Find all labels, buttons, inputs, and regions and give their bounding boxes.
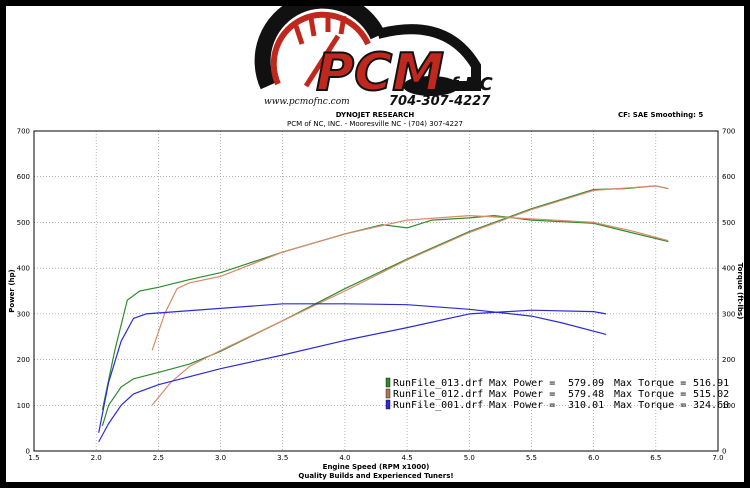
series-line-4 (151, 215, 669, 351)
y-axis-left-label: Power (hp) (8, 269, 16, 312)
x-tick-label: 6.0 (588, 454, 599, 462)
y-tick-label-right: 100 (722, 402, 735, 410)
legend-file: RunFile_001.drf (393, 400, 483, 411)
legend-power-value: 579.09 (568, 378, 604, 389)
x-tick-label: 3.0 (215, 454, 226, 462)
legend-torque-value: 516.91 (693, 378, 729, 389)
legend-power-label: Max Power = (489, 389, 555, 400)
legend-power-label: Max Power = (489, 400, 555, 411)
x-tick-label: 6.5 (650, 454, 661, 462)
x-tick-label: 3.5 (277, 454, 288, 462)
series-line-3 (151, 185, 669, 406)
x-tick-label: 5.0 (464, 454, 475, 462)
legend-torque-label: Max Torque = (614, 378, 686, 389)
legend-torque-label: Max Torque = (614, 400, 686, 411)
logo-url: www.pcmofnc.com (264, 97, 350, 107)
gauge-icon (254, 6, 481, 96)
x-tick-label: 5.5 (526, 454, 537, 462)
legend-torque-label: Max Torque = (614, 389, 686, 400)
dyno-chart: 1.5 2.0 2.5 3.0 3.5 4.0 4.5 5.0 5.5 6.0 6.5 7.00 010… (8, 128, 744, 481)
header-line1: DYNOJET RESEARCH (335, 111, 415, 119)
y-axis-right-label: Torque (ft-lbs) (736, 263, 744, 320)
series-line-5 (98, 309, 607, 443)
y-tick-label-right: 400 (722, 265, 735, 273)
legend-file: RunFile_013.drf (393, 378, 483, 389)
x-tick-label: 2.5 (153, 454, 164, 462)
y-tick-label-right: 700 (722, 128, 735, 136)
x-axis-label: Engine Speed (RPM x1000) (323, 463, 430, 471)
legend-swatch (385, 377, 391, 388)
x-tick-label: 7.0 (712, 454, 723, 462)
logo-phone: 704-307-4227 (389, 94, 491, 109)
y-tick-label-left: 0 (26, 448, 30, 456)
x-tick-label: 4.5 (402, 454, 413, 462)
series-line-6 (98, 303, 607, 433)
footer-tagline: Quality Builds and Experienced Tuners! (298, 472, 453, 480)
x-tick-label: 4.0 (339, 454, 350, 462)
y-tick-label-left: 200 (17, 356, 30, 364)
y-tick-label-right: 600 (722, 173, 735, 181)
legend-torque-value: 324.60 (693, 400, 729, 411)
legend-power-label: Max Power = (489, 378, 555, 389)
legend-power-value: 310.01 (568, 400, 604, 411)
tick-labels: 1.5 2.0 2.5 3.0 3.5 4.0 4.5 5.0 5.5 6.0 6.5 7.00 010… (17, 128, 736, 463)
y-tick-label-right: 500 (722, 219, 735, 227)
y-tick-label-left: 400 (17, 265, 30, 273)
y-tick-label-right: 0 (722, 448, 726, 456)
series-lines (98, 185, 669, 443)
y-tick-label-left: 600 (17, 173, 30, 181)
legend-swatch (385, 388, 391, 399)
pcm-logo: PCM of NC www.pcmofnc.com 704-307-4227 (254, 6, 494, 109)
dyno-sheet: PCM of NC www.pcmofnc.com 704-307-4227 D… (6, 6, 744, 482)
y-tick-label-left: 500 (17, 219, 30, 227)
x-tick-label: 1.5 (28, 454, 39, 462)
y-tick-label-left: 300 (17, 310, 30, 318)
legend-torque-value: 515.02 (693, 389, 729, 400)
legend: RunFile_013.drf Max Power = 579.09 Max Torq… (385, 377, 729, 411)
x-tick-label: 2.0 (91, 454, 102, 462)
cf-smoothing: CF: SAE Smoothing: 5 (618, 111, 704, 119)
y-tick-label-right: 300 (722, 310, 735, 318)
header-line2: PCM of NC, INC. - Mooresville NC - (704)… (287, 120, 463, 128)
legend-file: RunFile_012.drf (393, 389, 483, 400)
y-tick-label-left: 100 (17, 402, 30, 410)
legend-power-value: 579.48 (568, 389, 604, 400)
logo-main: PCM (316, 43, 444, 103)
y-tick-label-left: 700 (17, 128, 30, 136)
y-tick-label-right: 200 (722, 356, 735, 364)
plot-frame (33, 130, 719, 452)
legend-swatch (385, 399, 391, 410)
logo-suffix: of NC (438, 74, 494, 95)
